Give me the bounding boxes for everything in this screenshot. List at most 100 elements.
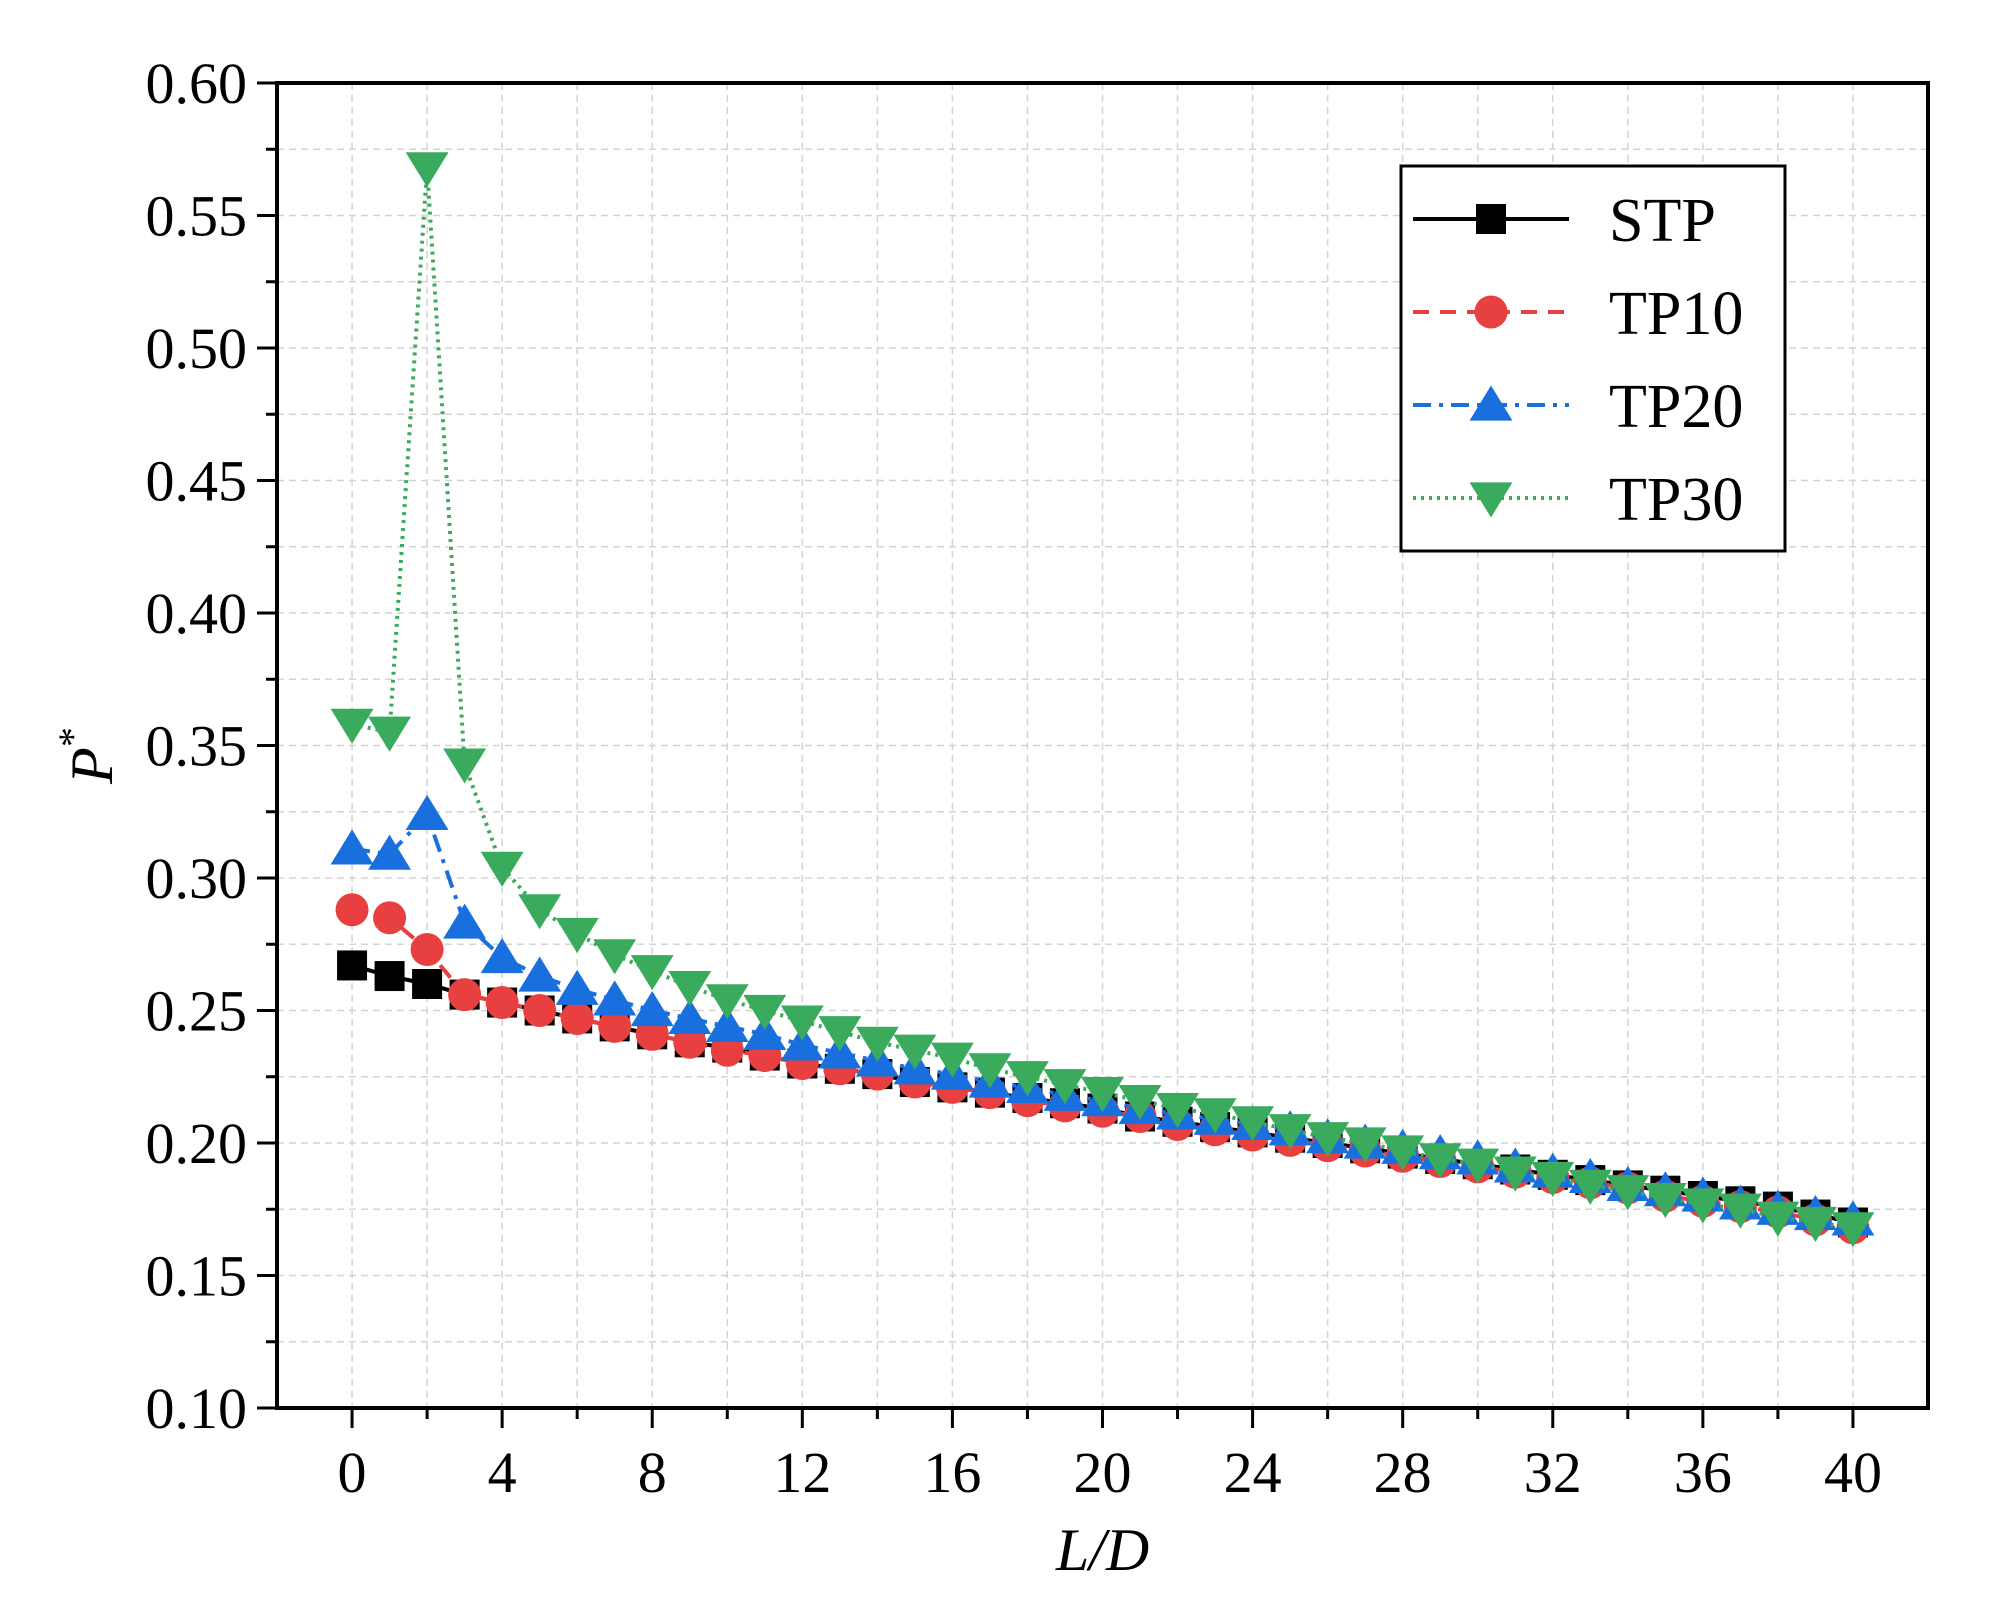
y-tick-label: 0.60 [146,51,248,116]
data-point [1193,1098,1237,1134]
data-point [930,1042,974,1078]
legend-label: TP30 [1609,466,1743,534]
data-point [368,716,412,752]
data-point [448,978,482,1012]
x-tick-label: 16 [923,1440,981,1505]
x-tick-label: 24 [1224,1440,1282,1505]
data-point [1381,1135,1425,1171]
y-axis-title-main: P [59,747,125,785]
y-tick-label: 0.10 [146,1376,248,1441]
data-point [368,834,412,870]
data-point [405,794,449,830]
y-tick-label: 0.40 [146,581,248,646]
data-point [1568,1169,1612,1205]
x-tick-label: 4 [488,1440,517,1505]
series-layer [330,152,1875,1248]
data-point [705,1006,749,1042]
data-point [893,1034,937,1070]
data-point [330,829,374,865]
data-point [374,961,405,992]
data-point [410,933,444,967]
data-point [630,955,674,991]
data-point [1793,1206,1837,1242]
data-point [1081,1077,1124,1113]
data-point [630,991,674,1027]
y-tick-label: 0.20 [146,1111,248,1176]
data-point [1643,1183,1687,1219]
legend: STP TP10 TP20 TP30 [1399,164,1787,553]
data-point [405,152,449,188]
y-axis-title-superscript: * [50,727,95,747]
data-point [1343,1127,1387,1163]
data-point [330,708,374,744]
data-point [743,1014,787,1050]
data-point [373,901,407,935]
legend-marker [1474,295,1508,329]
data-point [668,971,712,1007]
data-point [560,1001,594,1035]
y-tick-label: 0.15 [146,1244,248,1309]
data-point [480,938,524,974]
legend-box [1399,164,1787,553]
legend-label: TP10 [1609,280,1743,348]
y-axis-title: P* [50,727,125,785]
data-point [1831,1212,1875,1248]
data-point [480,851,524,887]
data-point [668,998,712,1035]
series-tp30 [330,152,1875,1248]
x-tick-label: 20 [1074,1440,1132,1505]
data-point [855,1026,899,1062]
x-axis-title: L/D [1055,1517,1149,1583]
data-point [443,903,487,939]
axes: 0 4 8 12 16 20 24 28 32 36 40 0.10 0.15 0.20 0.25 0.30 0… [146,51,1882,1505]
data-point [743,994,787,1030]
y-tick-label: 0.55 [146,184,248,249]
data-point [485,986,519,1020]
data-point [1493,1156,1537,1192]
data-point [412,969,443,999]
data-point [1231,1106,1275,1142]
data-point [443,748,487,784]
legend-marker [1469,482,1513,518]
y-tick-label: 0.35 [146,714,248,779]
data-point [1418,1143,1462,1179]
x-tick-label: 8 [638,1440,667,1505]
x-tick-label: 12 [773,1440,831,1505]
legend-marker [1476,204,1506,234]
data-point [1006,1061,1049,1097]
data-point [555,969,599,1005]
x-tick-label: 0 [338,1440,367,1505]
data-point [1043,1069,1087,1105]
data-point [780,1025,824,1061]
y-tick-label: 0.25 [146,979,248,1044]
data-point [1268,1114,1312,1150]
x-tick-label: 32 [1524,1440,1582,1505]
data-point [1456,1148,1500,1184]
y-tick-label: 0.50 [146,316,248,381]
data-point [518,956,562,992]
data-point [705,984,749,1020]
data-point [593,980,637,1016]
data-point [337,950,368,981]
data-point [1118,1085,1162,1121]
legend-label: STP [1609,187,1716,255]
data-point [598,1009,632,1043]
grid [277,82,1928,1409]
data-point [1606,1175,1650,1211]
data-point [555,918,599,954]
x-tick-label: 36 [1674,1440,1732,1505]
data-point [335,893,369,927]
data-point [523,994,557,1027]
data-point [1531,1161,1575,1197]
data-point [593,939,637,975]
data-point [1681,1188,1725,1224]
data-point [518,894,562,930]
data-point [1306,1122,1350,1158]
data-point [1718,1193,1762,1229]
data-point [780,1005,824,1041]
x-tick-label: 40 [1824,1440,1882,1505]
x-tick-label: 28 [1374,1440,1432,1505]
data-point [968,1053,1012,1089]
data-point [1756,1201,1800,1237]
